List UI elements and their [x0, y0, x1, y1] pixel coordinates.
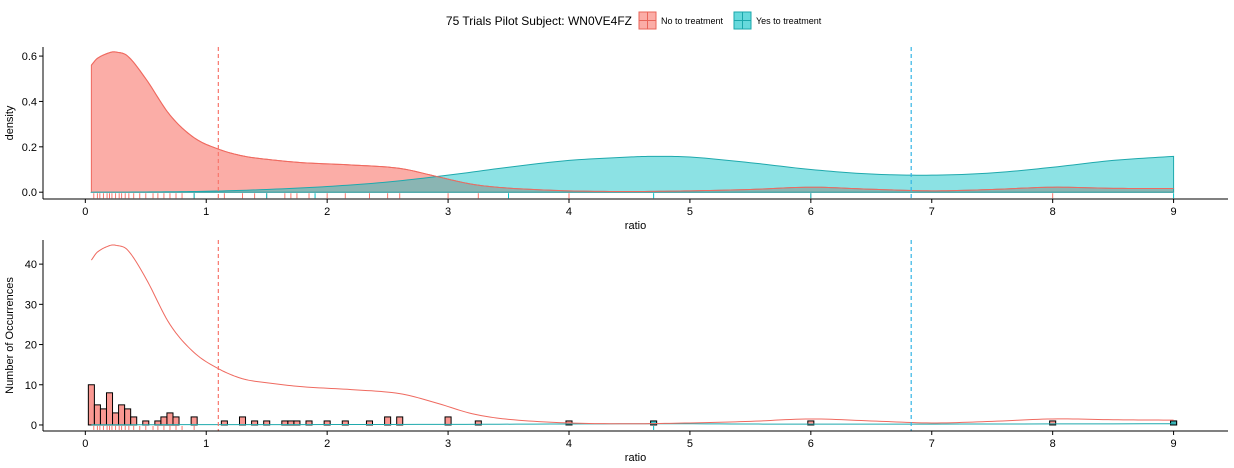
- histogram-bar-no: [396, 416, 404, 426]
- density-y-axis-title: density: [4, 105, 16, 140]
- histogram-bar-no: [130, 416, 138, 426]
- y-tick-label: 0.4: [22, 96, 37, 108]
- histogram-bar-no: [807, 420, 815, 426]
- x-tick-label: 0: [82, 206, 88, 218]
- histogram-bar-no: [166, 412, 174, 426]
- x-tick-label: 1: [203, 206, 209, 218]
- x-tick-label: 4: [566, 438, 572, 450]
- x-tick-label: 3: [445, 206, 451, 218]
- legend-title: 75 Trials Pilot Subject: WN0VE4FZ: [446, 14, 632, 28]
- x-tick-label: 0: [82, 438, 88, 450]
- histogram-bar-no: [1049, 420, 1057, 426]
- x-tick-label: 6: [808, 438, 814, 450]
- histogram-bar-no: [160, 416, 168, 426]
- y-tick-label: 30: [25, 299, 37, 311]
- x-tick-label: 7: [929, 438, 935, 450]
- density-x-axis-title: ratio: [625, 220, 646, 232]
- x-tick-label: 3: [445, 438, 451, 450]
- y-tick-label: 20: [25, 340, 37, 352]
- y-tick-label: 10: [25, 380, 37, 392]
- histogram-bar-no: [238, 416, 247, 426]
- x-tick-label: 8: [1050, 206, 1056, 218]
- histogram-panel: 0 1 2 3 4 5 6 7 8 9 0 10 20 30 40 ratio Number of Occu…: [4, 240, 1228, 464]
- x-tick-label: 6: [808, 206, 814, 218]
- y-tick-label: 0.2: [22, 142, 37, 154]
- histogram-bar-no: [93, 404, 101, 426]
- legend-key-yes: [733, 11, 752, 30]
- histogram-bar-no: [118, 404, 126, 426]
- histogram-bar-no: [172, 416, 180, 426]
- density-line-no-to-treatment: [90, 51, 1174, 193]
- density-marks: [90, 47, 1175, 199]
- x-tick-label: 5: [687, 438, 693, 450]
- y-tick-label: 40: [25, 259, 37, 271]
- histogram-bar-yes: [1170, 420, 1178, 426]
- histogram-y-axis-title: Number of Occurrences: [4, 277, 16, 394]
- x-tick-label: 9: [1171, 206, 1177, 218]
- histogram-bar-no: [99, 408, 107, 426]
- x-tick-label: 2: [324, 438, 330, 450]
- legend: 75 Trials Pilot Subject: WN0VE4FZ No to …: [446, 11, 822, 30]
- x-tick-label: 4: [566, 206, 572, 218]
- histogram-bar-yes: [650, 420, 658, 426]
- x-tick-label: 9: [1171, 438, 1177, 450]
- x-tick-label: 2: [324, 206, 330, 218]
- histogram-bar-no: [105, 392, 114, 426]
- histogram-bar-no: [190, 416, 198, 426]
- histogram-x-axis-title: ratio: [625, 452, 646, 464]
- x-tick-label: 7: [929, 206, 935, 218]
- histogram-bar-no: [474, 420, 482, 426]
- legend-label-no: No to treatment: [661, 16, 724, 26]
- histogram-bar-no: [444, 416, 452, 426]
- x-tick-label: 1: [203, 438, 209, 450]
- legend-label-yes: Yes to treatment: [756, 16, 822, 26]
- histogram-bar-no: [124, 408, 132, 426]
- histogram-bar-no: [112, 412, 120, 426]
- y-tick-label: 0.0: [22, 187, 37, 199]
- density-panel: 0 1 2 3 4 5 6 7 8 9 0.0 0.2 0.4 0.6 ratio density: [4, 47, 1228, 232]
- histogram-axes: 0 1 2 3 4 5 6 7 8 9 0 10 20 30 40: [25, 240, 1228, 450]
- density-area-yes-to-treatment: [90, 155, 1175, 193]
- x-tick-label: 8: [1050, 438, 1056, 450]
- histogram-bar-no: [384, 416, 392, 426]
- density-axes: 0 1 2 3 4 5 6 7 8 9 0.0 0.2 0.4 0.6: [22, 47, 1228, 218]
- smooth-curve-no-to-treatment: [90, 244, 1174, 425]
- histogram-marks: [87, 240, 1178, 431]
- x-tick-label: 5: [687, 206, 693, 218]
- y-tick-label: 0.6: [22, 51, 37, 63]
- legend-key-no: [638, 11, 657, 30]
- y-tick-label: 0: [31, 420, 37, 432]
- histogram-bar-no: [87, 384, 95, 426]
